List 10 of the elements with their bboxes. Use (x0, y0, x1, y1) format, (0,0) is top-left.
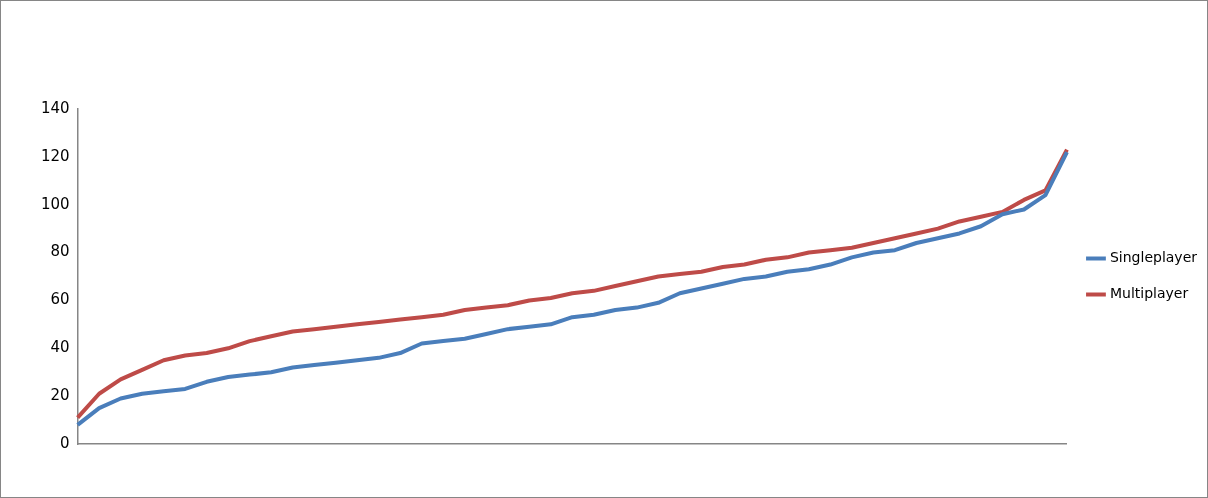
y-tick-label: 0 (60, 433, 70, 452)
y-tick-label: 20 (50, 386, 70, 405)
y-tick-label: 120 (40, 146, 70, 165)
legend-label: Singleplayer (1109, 249, 1198, 266)
y-tick-label: 60 (50, 290, 70, 309)
y-tick-label: 100 (40, 194, 70, 213)
y-tick-label: 80 (50, 242, 70, 261)
y-tick-label: 40 (50, 338, 70, 357)
legend-label: Multiplayer (1109, 285, 1189, 302)
y-tick-label: 140 (40, 98, 70, 117)
